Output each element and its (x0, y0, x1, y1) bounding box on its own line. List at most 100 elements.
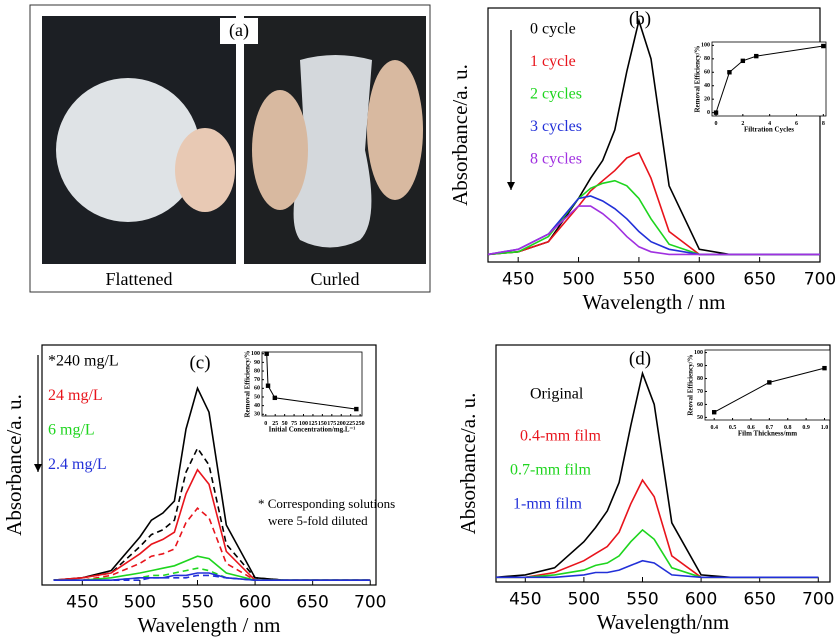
x-tick-label: 700 (354, 592, 386, 612)
marker (767, 380, 771, 384)
series-line (54, 388, 371, 580)
y-tick-label: 50 (697, 415, 703, 421)
x-axis-label: Film Thickness/mm (738, 430, 797, 438)
y-axis-label: Reoval Efficiency/% (687, 354, 695, 415)
x-tick-label: 650 (743, 589, 775, 609)
y-tick-label: 50 (254, 394, 260, 400)
photo-panel: (a) Flattened Curled (30, 5, 430, 292)
marker (754, 54, 758, 58)
y-tick-label: 0 (707, 110, 710, 116)
film-flat (56, 78, 200, 222)
marker (714, 110, 718, 114)
marker (266, 384, 270, 388)
y-axis-label: Removal Efficiency/% (244, 350, 252, 417)
arrow-head (507, 182, 515, 190)
y-tick-label: 100 (694, 350, 703, 356)
page: (a) Flattened Curled 450500550600650700W… (0, 0, 840, 641)
series-line (54, 556, 371, 580)
x-tick-label: 450 (66, 592, 98, 612)
y-axis-label: Absorbance/a. u. (456, 393, 480, 535)
legend-label: *240 mg/L (48, 353, 119, 370)
x-tick-label: 0.4 (710, 425, 718, 431)
finger (252, 90, 308, 210)
y-tick-label: 40 (704, 83, 710, 89)
finger (367, 60, 423, 200)
marker (264, 352, 268, 356)
x-tick-label: 700 (802, 589, 834, 609)
x-axis-label: Wavelength / nm (583, 290, 726, 314)
x-axis-label: Filtration Cycles (744, 126, 794, 134)
x-tick-label: 650 (296, 592, 328, 612)
x-tick-label: 600 (683, 269, 715, 289)
legend-label: 2.4 mg/L (48, 456, 107, 473)
panel-label: (b) (629, 8, 651, 29)
x-tick-label: 8 (822, 121, 825, 127)
legend-label: 0.7-mm film (510, 462, 591, 479)
photo-caption: Flattened (106, 269, 173, 289)
y-tick-label: 80 (704, 56, 710, 62)
x-tick-label: 450 (509, 589, 541, 609)
x-tick-label: 0 (264, 421, 267, 427)
panel-label: (d) (629, 348, 651, 369)
annotation: * Corresponding solutions (258, 496, 395, 511)
legend-label: 8 cycles (530, 151, 582, 168)
x-tick-label: 0.5 (729, 425, 737, 431)
y-tick-label: 30 (254, 412, 260, 418)
legend-label: 0 cycle (530, 21, 576, 38)
figure: (a) Flattened Curled 450500550600650700W… (0, 0, 840, 641)
inset-background (712, 42, 826, 116)
panel-label: (c) (189, 352, 210, 373)
legend-label: 2 cycles (530, 86, 582, 103)
legend-label: 1-mm film (513, 496, 582, 513)
y-tick-label: 90 (254, 360, 260, 366)
finger (175, 128, 235, 212)
marker (273, 396, 277, 400)
legend-label: 1 cycle (530, 53, 576, 70)
x-tick-label: 550 (623, 269, 655, 289)
x-tick-label: 600 (239, 592, 271, 612)
x-tick-label: 500 (568, 589, 600, 609)
x-axis-label: Wavelength / nm (138, 613, 281, 637)
inset-background (262, 352, 362, 416)
arrow-head (34, 464, 42, 472)
x-tick-label: 6 (795, 121, 798, 127)
y-axis-label: Removal Efficiency/% (694, 45, 702, 112)
x-tick-label: 500 (124, 592, 156, 612)
y-tick-label: 60 (704, 70, 710, 76)
panel-label: (a) (229, 20, 249, 41)
marker (741, 59, 745, 63)
x-tick-label: 1.0 (821, 425, 829, 431)
series-line (488, 206, 820, 254)
marker (712, 410, 716, 414)
marker (727, 70, 731, 74)
inset-background (705, 350, 830, 420)
marker (821, 44, 825, 48)
y-tick-label: 80 (254, 368, 260, 374)
y-tick-label: 70 (254, 377, 260, 383)
y-tick-label: 100 (701, 43, 710, 49)
y-axis-label: Absorbance/a. u. (448, 64, 472, 206)
marker (822, 366, 826, 370)
y-tick-label: 20 (704, 97, 710, 103)
y-tick-label: 60 (697, 402, 703, 408)
x-tick-label: 450 (502, 269, 534, 289)
legend-label: Original (530, 386, 584, 403)
y-tick-label: 80 (697, 376, 703, 382)
x-tick-label: 500 (562, 269, 594, 289)
y-tick-label: 100 (251, 351, 260, 357)
photo-caption: Curled (311, 269, 360, 289)
legend-label: 0.4-mm film (520, 428, 601, 445)
annotation: were 5-fold diluted (268, 513, 368, 528)
series-line (496, 480, 818, 577)
y-tick-label: 90 (697, 363, 703, 369)
x-tick-label: 600 (685, 589, 717, 609)
x-tick-label: 550 (626, 589, 658, 609)
x-tick-label: 0 (715, 121, 718, 127)
x-tick-label: 250 (356, 421, 365, 427)
x-axis-label: Initial Concentration/mg.L⁻¹ (269, 426, 356, 434)
y-tick-label: 60 (254, 386, 260, 392)
legend-label: 6 mg/L (48, 422, 95, 439)
x-tick-label: 650 (743, 269, 775, 289)
marker (354, 407, 358, 411)
y-axis-label: Absorbance/a. u. (2, 394, 26, 536)
